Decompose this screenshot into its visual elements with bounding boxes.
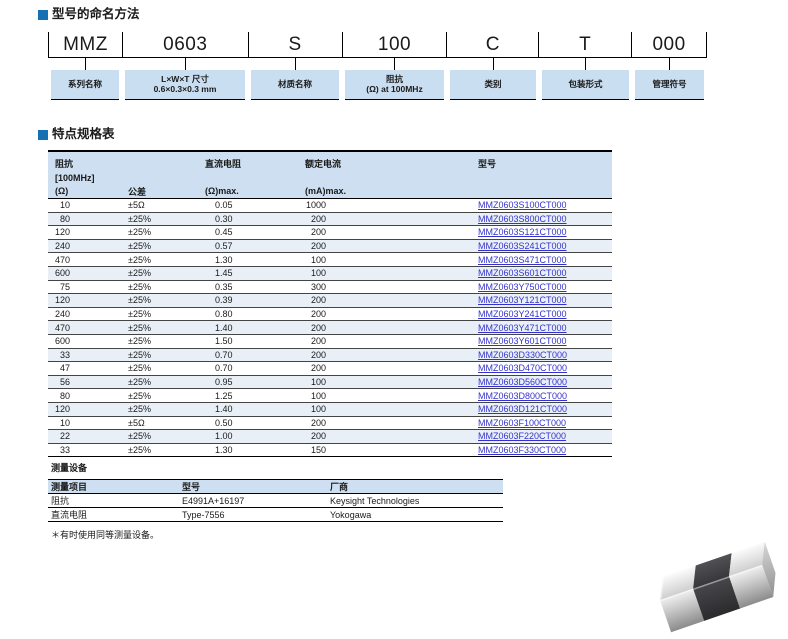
spec-row: 240 ±25% 0.57 200 MMZ0603S241CT000 xyxy=(48,239,612,254)
equipment-row: 直流电阻 Type-7556 Yokogawa xyxy=(48,507,503,522)
col-impedance-title: 阻抗 xyxy=(48,150,123,171)
part-number-link[interactable]: MMZ0603Y241CT000 xyxy=(478,309,567,320)
code-segment-category: C xyxy=(447,32,540,57)
spec-table-header: 阻抗 直流电阻 额定电流 型号 [100MHz] (Ω) 公差 (Ω)max. xyxy=(48,150,612,199)
col-partno-title: 型号 xyxy=(478,150,612,171)
spec-row: 75 ±25% 0.35 300 MMZ0603Y750CT000 xyxy=(48,280,612,295)
spec-row: 600 ±25% 1.45 100 MMZ0603S601CT000 xyxy=(48,266,612,281)
code-label-control: 管理符号 xyxy=(635,70,704,100)
code-label-impedance: 阻抗 (Ω) at 100MHz xyxy=(345,70,444,100)
blue-square-bullet-icon xyxy=(38,9,48,20)
blue-square-bullet-icon xyxy=(38,129,48,140)
equip-col-item: 测量项目 xyxy=(48,479,180,494)
spec-row: 56 ±25% 0.95 100 MMZ0603D560CT000 xyxy=(48,375,612,390)
code-segment-control: 000 xyxy=(632,32,708,57)
equipment-table: 测量项目 型号 厂商 阻抗 E4991A+16197 Keysight Techno… xyxy=(48,479,503,522)
part-number-link[interactable]: MMZ0603Y601CT000 xyxy=(478,336,567,347)
code-segment-size: 0603 xyxy=(123,32,249,57)
section-title-text: 特点规格表 xyxy=(52,127,115,141)
connector-line xyxy=(492,58,494,70)
spec-row: 120 ±25% 0.45 200 MMZ0603S121CT000 xyxy=(48,225,612,240)
part-number-link[interactable]: MMZ0603F100CT000 xyxy=(478,417,567,428)
spec-table: 阻抗 直流电阻 额定电流 型号 [100MHz] (Ω) 公差 (Ω)max. xyxy=(48,150,612,458)
code-label-packaging: 包装形式 xyxy=(542,70,629,100)
connector-line xyxy=(184,58,186,70)
spec-row: 120 ±25% 1.40 100 MMZ0603D121CT000 xyxy=(48,402,612,417)
spec-row: 33 ±25% 0.70 200 MMZ0603D330CT000 xyxy=(48,348,612,363)
spec-row: 470 ±25% 1.30 100 MMZ0603S471CT000 xyxy=(48,252,612,267)
equipment-section: 测量设备 测量项目 型号 厂商 阻抗 E4991A+16197 Keysight T… xyxy=(48,461,503,541)
spec-row: 47 ±25% 0.70 200 MMZ0603D470CT000 xyxy=(48,361,612,376)
footnote: ＊有时使用同等测量设备。 xyxy=(51,530,160,540)
part-number-link[interactable]: MMZ0603S471CT000 xyxy=(478,254,567,265)
code-segment-series: MMZ xyxy=(49,32,123,57)
code-segment-material: S xyxy=(249,32,343,57)
connector-ticks xyxy=(48,58,707,70)
spec-row: 470 ±25% 1.40 200 MMZ0603Y471CT000 xyxy=(48,320,612,335)
code-label-size: L×W×T 尺寸 0.6×0.3×0.3 mm xyxy=(125,70,245,100)
spec-row: 80 ±25% 1.25 100 MMZ0603D800CT000 xyxy=(48,388,612,403)
part-number-link[interactable]: MMZ0603S241CT000 xyxy=(478,241,567,252)
equip-col-model: 型号 xyxy=(180,479,328,494)
part-number-link[interactable]: MMZ0603Y121CT000 xyxy=(478,295,567,306)
equip-col-maker: 厂商 xyxy=(328,479,503,494)
part-number-link[interactable]: MMZ0603S601CT000 xyxy=(478,268,567,279)
part-number-link[interactable]: MMZ0603Y471CT000 xyxy=(478,322,567,333)
equipment-table-body: 阻抗 E4991A+16197 Keysight Technologies 直流电阻 T… xyxy=(48,493,503,522)
equipment-title: 测量设备 xyxy=(51,463,88,473)
part-number-code-row: MMZ 0603 S 100 C T 000 xyxy=(48,32,708,58)
col-tolerance-title: 公差 xyxy=(123,184,198,199)
section-title-part-numbering: 型号的命名方法 xyxy=(38,8,140,21)
col-impedance-freq: [100MHz] xyxy=(48,171,123,184)
part-number-link[interactable]: MMZ0603S800CT000 xyxy=(478,213,567,224)
spec-row: 600 ±25% 1.50 200 MMZ0603Y601CT000 xyxy=(48,334,612,349)
chip-ferrite-bead-photo xyxy=(660,541,776,633)
connector-line xyxy=(84,58,86,70)
connector-line xyxy=(585,58,586,70)
connector-line xyxy=(394,58,395,70)
spec-row: 10 ±5Ω 0.05 1000 MMZ0603S100CT000 xyxy=(48,198,612,213)
part-number-link[interactable]: MMZ0603D560CT000 xyxy=(478,377,568,388)
col-current-unit: (mA)max. xyxy=(298,184,478,199)
part-number-link[interactable]: MMZ0603F330CT000 xyxy=(478,444,567,455)
code-label-material: 材质名称 xyxy=(251,70,339,100)
part-number-link[interactable]: MMZ0603Y750CT000 xyxy=(478,281,567,292)
spec-row: 10 ±5Ω 0.50 200 MMZ0603F100CT000 xyxy=(48,416,612,431)
code-segment-packaging: T xyxy=(539,32,633,57)
spec-row: 33 ±25% 1.30 150 MMZ0603F330CT000 xyxy=(48,443,612,458)
part-numbering-diagram: MMZ 0603 S 100 C T 000 系列名称 L×W×T 尺寸 0.6×… xyxy=(48,32,708,100)
equipment-table-header: 测量项目 型号 厂商 xyxy=(48,479,503,494)
part-number-link[interactable]: MMZ0603D330CT000 xyxy=(478,349,568,360)
code-label-series: 系列名称 xyxy=(51,70,119,100)
equipment-row: 阻抗 E4991A+16197 Keysight Technologies xyxy=(48,493,503,508)
spec-row: 22 ±25% 1.00 200 MMZ0603F220CT000 xyxy=(48,429,612,444)
code-label-row: 系列名称 L×W×T 尺寸 0.6×0.3×0.3 mm 材质名称 阻抗 (Ω) a… xyxy=(48,70,707,100)
spec-table-container: 阻抗 直流电阻 额定电流 型号 [100MHz] (Ω) 公差 (Ω)max. xyxy=(48,150,612,458)
part-number-link[interactable]: MMZ0603D470CT000 xyxy=(478,363,568,374)
part-number-link[interactable]: MMZ0603D800CT000 xyxy=(478,390,568,401)
connector-line xyxy=(669,58,670,70)
spec-row: 240 ±25% 0.80 200 MMZ0603Y241CT000 xyxy=(48,307,612,322)
col-dcr-unit: (Ω)max. xyxy=(198,184,298,199)
part-number-link[interactable]: MMZ0603S100CT000 xyxy=(478,200,567,211)
connector-line xyxy=(294,58,296,70)
col-dcr-title: 直流电阻 xyxy=(198,150,298,171)
part-number-link[interactable]: MMZ0603F220CT000 xyxy=(478,431,567,442)
part-number-link[interactable]: MMZ0603D121CT000 xyxy=(478,404,568,415)
part-number-link[interactable]: MMZ0603S121CT000 xyxy=(478,227,567,238)
code-label-category: 类别 xyxy=(450,70,536,100)
col-impedance-unit: (Ω) xyxy=(48,184,123,199)
code-segment-impedance: 100 xyxy=(343,32,448,57)
spec-row: 80 ±25% 0.30 200 MMZ0603S800CT000 xyxy=(48,212,612,227)
section-title-spec-table: 特点规格表 xyxy=(38,128,115,141)
section-title-text: 型号的命名方法 xyxy=(52,7,140,21)
spec-row: 120 ±25% 0.39 200 MMZ0603Y121CT000 xyxy=(48,293,612,308)
col-current-title: 额定电流 xyxy=(298,150,478,171)
spec-table-body: 10 ±5Ω 0.05 1000 MMZ0603S100CT000 80 ±25% 0.30 2… xyxy=(48,198,612,458)
